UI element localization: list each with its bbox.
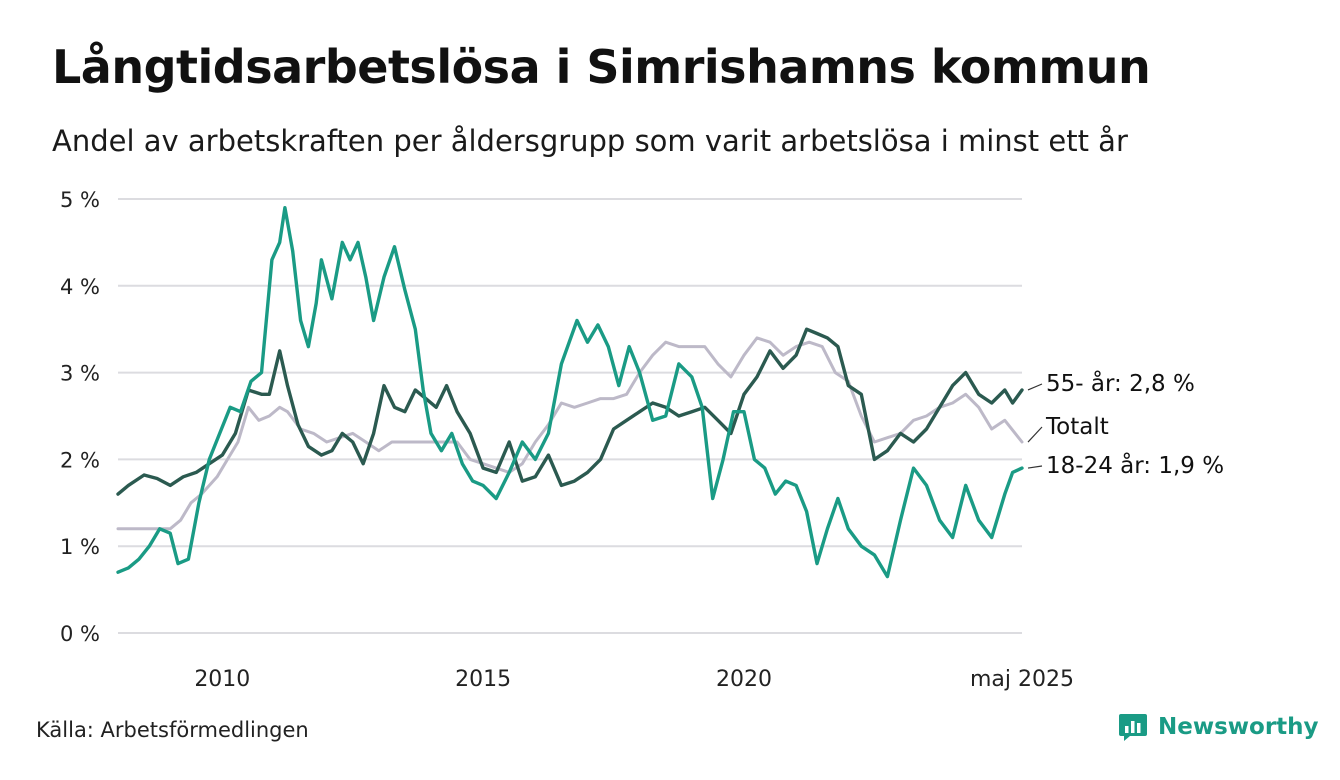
y-axis-ticks: 0 % 1 % 2 % 3 % 4 % 5 % — [60, 188, 100, 646]
x-tick-label: 2020 — [716, 667, 772, 692]
end-label-connector — [1027, 383, 1043, 391]
newsworthy-logo-icon — [1119, 714, 1147, 741]
y-tick-label: 1 % — [60, 535, 100, 559]
x-axis-ticks: 2010 2015 2020 maj 2025 — [194, 667, 1074, 692]
line-chart: 0 %1 %2 %3 %4 %5 % 2010 2015 2020 maj 2025 … — [60, 188, 1224, 692]
series-line-total — [116, 336, 1024, 531]
end-label-total: Totalt — [1045, 414, 1109, 440]
series-line-18_24 — [116, 206, 1024, 579]
series-lines — [116, 206, 1024, 579]
y-tick-label: 3 % — [60, 362, 100, 386]
y-tick-label: 0 % — [60, 622, 100, 646]
brand-logo: Newsworthy — [1118, 712, 1319, 742]
y-tick-label: 2 % — [60, 448, 100, 472]
series-line-55 — [116, 327, 1024, 496]
y-tick-label: 4 % — [60, 275, 100, 299]
x-tick-label: 2010 — [194, 667, 250, 692]
end-label-connector — [1027, 426, 1043, 443]
chart-title: Långtidsarbetslösa i Simrishamns kommun — [52, 40, 1151, 94]
y-tick-label: 5 % — [60, 188, 100, 212]
source-note: Källa: Arbetsförmedlingen — [36, 718, 309, 742]
end-label-18_24: 18-24 år: 1,9 % — [1046, 451, 1224, 479]
end-labels: Totalt 55- år: 2,8 % 18-24 år: 1,9 % — [1027, 369, 1224, 479]
x-tick-label: maj 2025 — [970, 667, 1074, 692]
x-tick-label: 2015 — [455, 667, 511, 692]
brand-name: Newsworthy — [1158, 714, 1319, 740]
end-label-connector — [1027, 465, 1043, 469]
end-label-55: 55- år: 2,8 % — [1046, 369, 1195, 397]
chart-subtitle: Andel av arbetskraften per åldersgrupp s… — [52, 124, 1128, 158]
